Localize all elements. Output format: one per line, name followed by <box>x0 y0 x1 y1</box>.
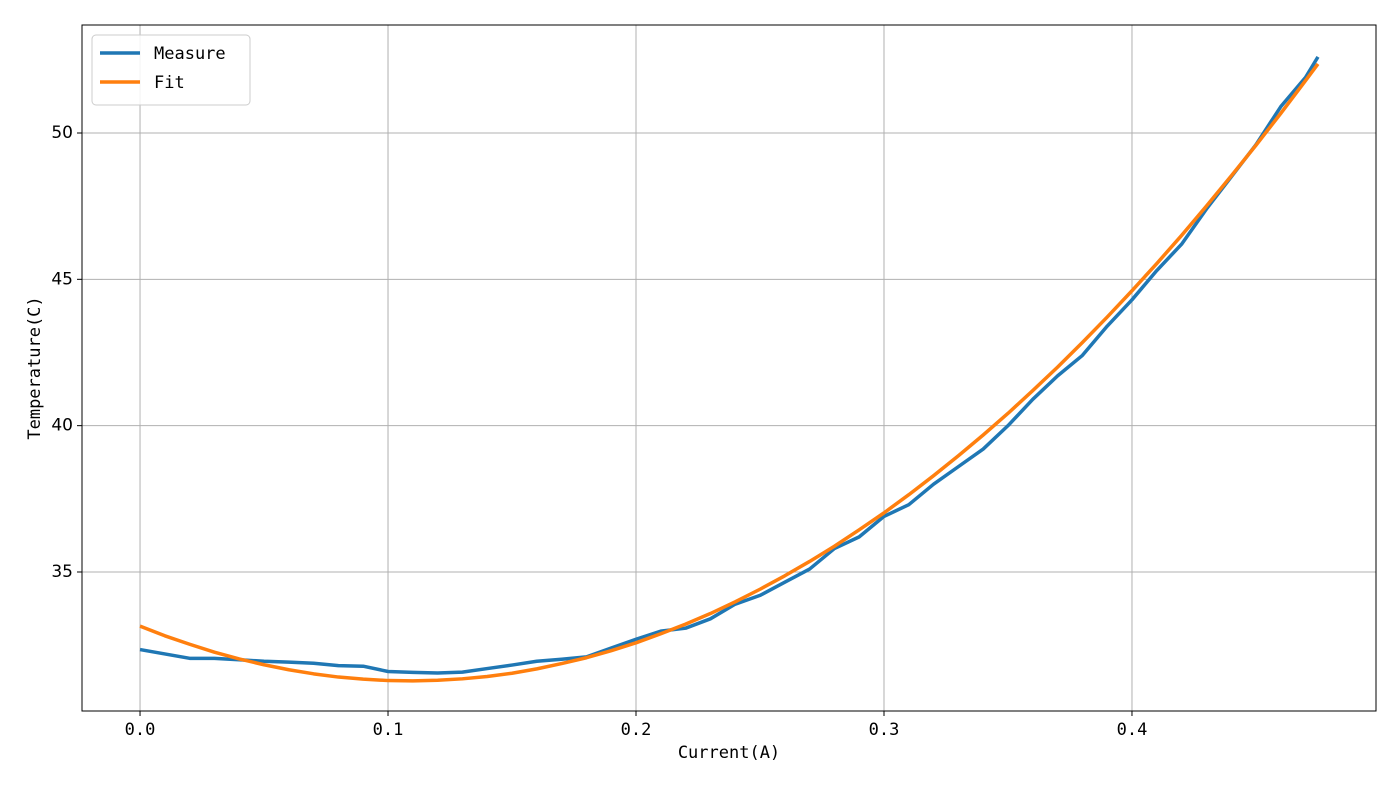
legend: Measure Fit <box>91 34 251 106</box>
x-tick-label: 0.1 <box>373 720 404 740</box>
plot-frame <box>81 24 1377 712</box>
legend-label: Measure <box>154 44 226 64</box>
y-tick-label: 35 <box>51 562 73 582</box>
y-tick-label: 40 <box>51 416 73 436</box>
x-tick-label: 0.2 <box>621 720 652 740</box>
data-line <box>139 55 1320 675</box>
x-tick-label: 0.0 <box>125 720 156 740</box>
data-line <box>139 62 1320 683</box>
x-axis-label: Current(A) <box>678 743 780 763</box>
y-tick-label: 45 <box>51 269 73 289</box>
legend-label: Fit <box>154 73 185 93</box>
x-tick-label: 0.4 <box>1117 720 1148 740</box>
y-tick-label: 50 <box>51 123 73 143</box>
y-axis-label: Temperature(C) <box>25 296 45 439</box>
x-tick-label: 0.3 <box>869 720 900 740</box>
